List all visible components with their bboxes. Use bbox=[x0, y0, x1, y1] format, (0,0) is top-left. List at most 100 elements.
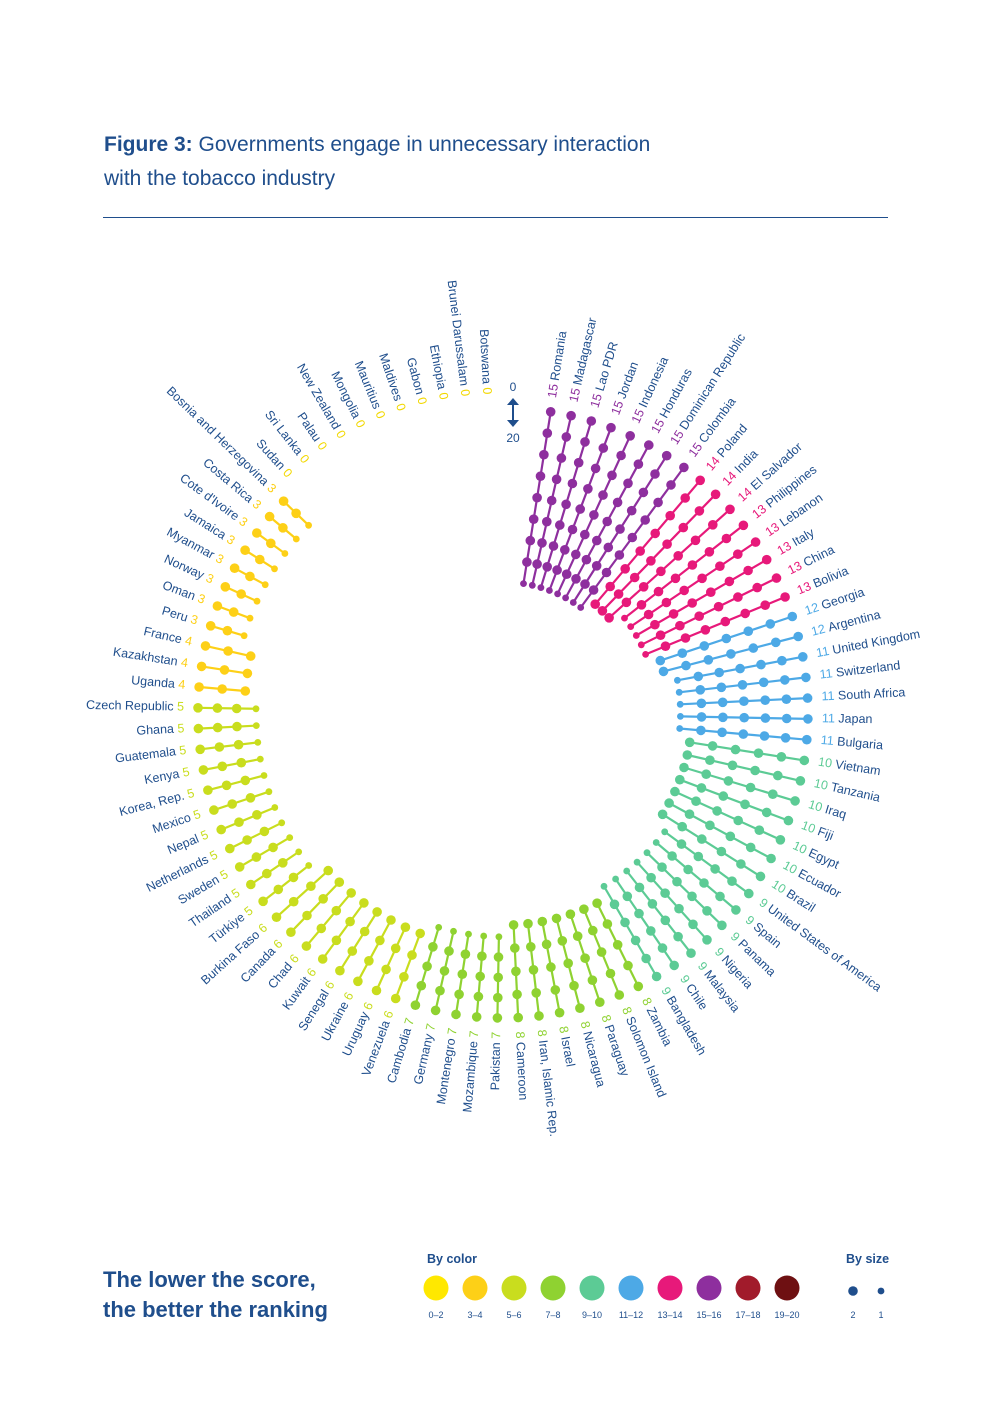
arrow-down-icon bbox=[507, 420, 519, 427]
country-label: 10 Iraq bbox=[807, 798, 848, 823]
score-dot bbox=[707, 741, 718, 751]
country-chad bbox=[301, 888, 357, 951]
score-dot bbox=[598, 490, 608, 500]
country-uruguay bbox=[371, 922, 411, 996]
score-dot bbox=[566, 410, 576, 421]
score-dot bbox=[743, 626, 754, 636]
score-dot bbox=[660, 641, 671, 651]
score-dot bbox=[520, 580, 527, 587]
score-dot bbox=[323, 865, 334, 876]
score-dot bbox=[537, 916, 548, 927]
score-value: 5 bbox=[177, 722, 185, 736]
country-romania bbox=[520, 407, 556, 587]
score-dot bbox=[240, 632, 248, 640]
score-dot bbox=[676, 700, 684, 708]
score-dot bbox=[627, 623, 635, 630]
score-dot bbox=[229, 563, 240, 573]
score-dot bbox=[783, 815, 794, 826]
tagline: The lower the score, the better the rank… bbox=[103, 1265, 328, 1325]
score-dot bbox=[457, 969, 468, 979]
score-value: 5 bbox=[181, 765, 190, 780]
score-dot bbox=[557, 936, 568, 946]
score-dot bbox=[740, 608, 750, 619]
score-dot bbox=[677, 648, 688, 658]
score-dot bbox=[196, 661, 207, 672]
score-dot bbox=[708, 520, 718, 530]
score-value: 6 bbox=[381, 1009, 397, 1020]
score-dot bbox=[316, 923, 327, 934]
country-label: Gabon 0 bbox=[404, 356, 430, 406]
country-paraguay bbox=[565, 909, 605, 1007]
score-dot bbox=[605, 581, 615, 592]
score-dot bbox=[656, 566, 666, 577]
country-bangladesh bbox=[600, 882, 662, 982]
size-item-2: 2 bbox=[848, 1286, 858, 1320]
country-south-africa bbox=[676, 693, 813, 709]
score-dot bbox=[718, 712, 728, 723]
size-legend: By size 2 1 bbox=[846, 1252, 889, 1320]
score-dot bbox=[592, 898, 602, 908]
score-dot bbox=[721, 633, 732, 644]
title-line-1: Governments engage in unnecessary intera… bbox=[192, 133, 651, 156]
score-dot bbox=[528, 965, 539, 975]
size-legend-title: By size bbox=[846, 1252, 889, 1266]
score-dot bbox=[539, 449, 549, 460]
country-name: Oman bbox=[160, 578, 200, 604]
figure-title: Figure 3: Governments engage in unnecess… bbox=[104, 128, 804, 196]
legend-item-13-14: 13–14 bbox=[657, 1275, 683, 1320]
score-dot bbox=[546, 587, 553, 594]
country-jordan bbox=[546, 422, 616, 594]
score-dot bbox=[724, 576, 735, 587]
country-honduras bbox=[562, 440, 654, 602]
score-dot bbox=[706, 587, 716, 597]
score-dot bbox=[575, 504, 585, 514]
size-label: 1 bbox=[878, 1310, 883, 1320]
score-dot bbox=[640, 515, 650, 525]
score-dot bbox=[687, 560, 698, 570]
score-dot bbox=[750, 765, 760, 776]
score-dot bbox=[252, 810, 262, 820]
country-nigeria bbox=[633, 858, 712, 945]
score-value: 8 bbox=[534, 1029, 549, 1038]
country-label: Uganda 4 bbox=[131, 674, 186, 693]
score-dot bbox=[633, 981, 644, 992]
score-value: 10 bbox=[817, 755, 833, 771]
score-dot bbox=[264, 511, 275, 522]
score-dot bbox=[607, 470, 617, 481]
score-dot bbox=[684, 809, 695, 819]
score-dot bbox=[231, 703, 242, 714]
score-dot bbox=[696, 783, 707, 793]
legend-item-0-2: 0–2 bbox=[423, 1275, 449, 1320]
score-dot bbox=[674, 903, 684, 914]
country-montenegro bbox=[451, 930, 472, 1020]
country-lao-pdr bbox=[537, 416, 597, 591]
country-colombia bbox=[577, 462, 689, 611]
score-dot bbox=[739, 712, 749, 723]
score-dot bbox=[735, 663, 745, 674]
score-dot bbox=[236, 589, 246, 599]
country-name: China bbox=[798, 543, 837, 572]
score-value: 3 bbox=[189, 612, 200, 627]
score-dot bbox=[664, 798, 674, 808]
score-dot bbox=[697, 834, 707, 844]
score-dot bbox=[271, 804, 279, 811]
country-name: Switzerland bbox=[832, 659, 901, 681]
score-dot bbox=[512, 989, 522, 1000]
score-dot bbox=[727, 760, 738, 771]
score-dot bbox=[555, 520, 565, 530]
legend-swatch bbox=[696, 1275, 722, 1301]
score-dot bbox=[652, 839, 660, 846]
score-dot bbox=[251, 852, 262, 862]
legend-swatch bbox=[618, 1275, 644, 1301]
score-dot bbox=[306, 881, 316, 891]
score-dot bbox=[532, 492, 542, 503]
score-dot bbox=[748, 643, 759, 653]
score-dot bbox=[233, 739, 244, 750]
score-dot bbox=[510, 943, 520, 953]
country-name: Argentina bbox=[823, 608, 882, 636]
country-label: 8 Iran, Islamic Rep. bbox=[534, 1029, 561, 1138]
score-dot bbox=[781, 713, 792, 724]
score-dot bbox=[675, 620, 685, 631]
score-dot bbox=[615, 524, 625, 534]
country-germany bbox=[430, 927, 457, 1016]
